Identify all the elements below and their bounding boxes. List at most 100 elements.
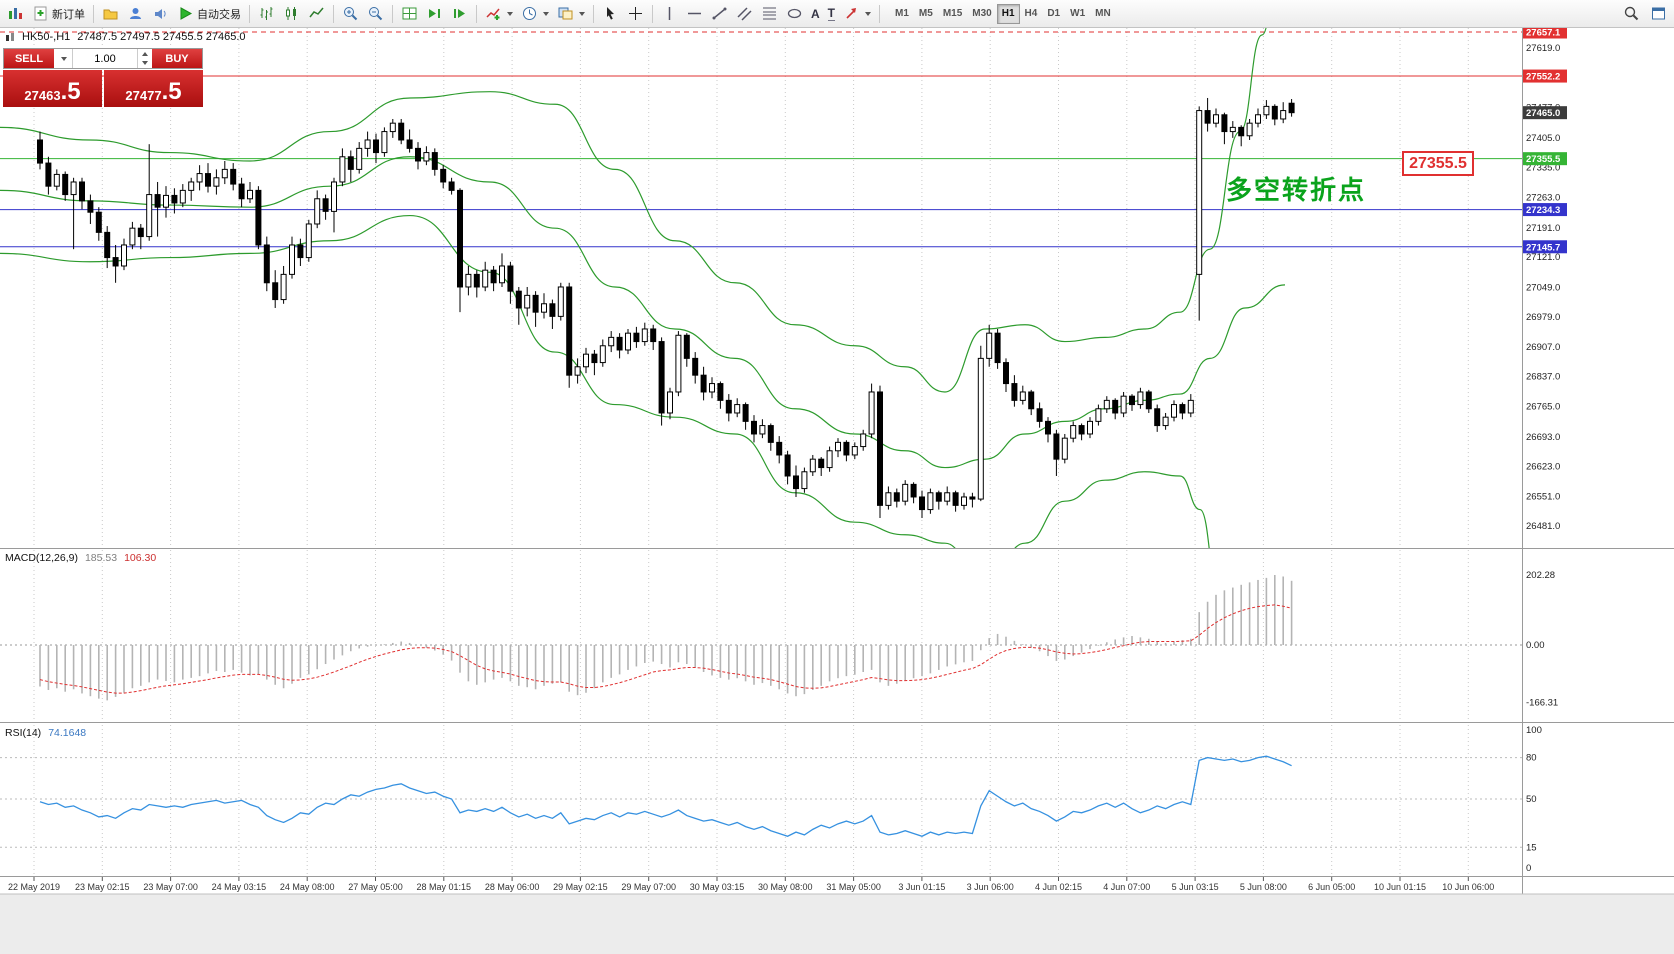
time-axis-label: 30 May 08:00 xyxy=(758,882,813,892)
timeframe-h1[interactable]: H1 xyxy=(996,3,1020,24)
search-button[interactable] xyxy=(1619,3,1644,25)
timeframe-mn[interactable]: MN xyxy=(1090,4,1116,24)
timeframe-m30[interactable]: M30 xyxy=(967,4,996,24)
fibonacci-button[interactable] xyxy=(757,3,782,25)
time-axis-label: 5 Jun 08:00 xyxy=(1240,882,1287,892)
time-axis-label: 31 May 05:00 xyxy=(826,882,881,892)
text-label-button[interactable]: T xyxy=(824,3,839,25)
periods-button[interactable] xyxy=(517,3,553,25)
timeframe-m1[interactable]: M1 xyxy=(890,4,914,24)
zoom-in-icon xyxy=(344,7,358,21)
tile-windows-button[interactable] xyxy=(397,3,422,25)
chart-title: HK50-,H1 27487.5 27497.5 27455.5 27465.0 xyxy=(5,31,246,43)
time-axis-label: 3 Jun 01:15 xyxy=(898,882,945,892)
cursor-icon xyxy=(607,7,614,20)
profiles-button[interactable] xyxy=(123,3,148,25)
price-tag xyxy=(1523,203,1567,217)
channel-button[interactable] xyxy=(732,3,757,25)
folder-icon xyxy=(103,9,118,20)
chevron-down-icon xyxy=(543,11,549,16)
time-axis-label: 10 Jun 06:00 xyxy=(1442,882,1494,892)
chevron-down-icon xyxy=(61,56,67,61)
line-chart-button[interactable] xyxy=(304,3,329,25)
auto-scroll-icon xyxy=(429,9,440,18)
zoom-in-button[interactable] xyxy=(338,3,363,25)
horizontal-line-button[interactable] xyxy=(682,3,707,25)
price-axis-label: 27263.0 xyxy=(1526,193,1560,204)
new-window-button[interactable] xyxy=(1646,3,1671,25)
buy-price[interactable]: 27477.5 xyxy=(104,70,203,107)
indicators-button[interactable] xyxy=(481,3,517,25)
price-axis-label: 27335.0 xyxy=(1526,162,1560,173)
price-tag-text: 27355.5 xyxy=(1526,154,1561,165)
auto-trading-button[interactable]: 自动交易 xyxy=(173,3,245,25)
timeframe-d1[interactable]: D1 xyxy=(1042,4,1065,24)
price-tag xyxy=(1523,28,1567,39)
one-click-trading-panel: SELL BUY 27463.5 27477.5 xyxy=(3,48,203,107)
bar-chart-button[interactable] xyxy=(254,3,279,25)
timeframe-h4[interactable]: H4 xyxy=(1020,4,1043,24)
speaker-icon xyxy=(155,9,166,19)
toolbar-separator xyxy=(476,4,477,23)
timeframe-m5[interactable]: M5 xyxy=(914,4,938,24)
new-order-button[interactable]: 新订单 xyxy=(28,3,89,25)
time-axis-label: 4 Jun 02:15 xyxy=(1035,882,1082,892)
symbol-period-label: HK50-,H1 xyxy=(22,31,71,43)
turning-point-note[interactable]: 多空转折点 xyxy=(1226,175,1367,205)
template-icon xyxy=(558,7,573,20)
app-menu-button[interactable] xyxy=(3,3,28,25)
chart-window: 27619.027477.027405.027335.027263.027191… xyxy=(0,28,1674,954)
channel-icon xyxy=(737,7,752,21)
spinner-up-icon[interactable] xyxy=(138,49,152,59)
rsi-axis-label: 50 xyxy=(1526,794,1537,805)
chart-canvas[interactable]: 27619.027477.027405.027335.027263.027191… xyxy=(0,28,1674,954)
clock-icon xyxy=(523,7,536,20)
time-axis-label: 29 May 07:00 xyxy=(621,882,676,892)
price-annotation-box[interactable]: 27355.5 xyxy=(1402,151,1474,176)
volume-input[interactable] xyxy=(73,49,137,68)
time-axis-label: 5 Jun 03:15 xyxy=(1172,882,1219,892)
buy-price-frac: .5 xyxy=(161,78,182,105)
macd-axis-label: -166.31 xyxy=(1526,698,1558,709)
volume-spinner[interactable] xyxy=(137,49,152,68)
price-tag xyxy=(1523,240,1567,254)
macd-name: MACD(12,26,9) xyxy=(5,552,78,564)
annotation-price-text: 27355.5 xyxy=(1409,154,1467,172)
time-axis-label: 29 May 02:15 xyxy=(553,882,608,892)
volume-dropdown[interactable] xyxy=(54,49,73,68)
arrows-button[interactable] xyxy=(839,3,875,25)
macd-main-value: 185.53 xyxy=(84,552,118,564)
spinner-down-icon[interactable] xyxy=(138,59,152,69)
zoom-out-button[interactable] xyxy=(363,3,388,25)
cursor-button[interactable] xyxy=(598,3,623,25)
crosshair-button[interactable] xyxy=(623,3,648,25)
ellipse-button[interactable] xyxy=(782,3,807,25)
vertical-line-button[interactable] xyxy=(657,3,682,25)
price-axis-label: 27191.0 xyxy=(1526,223,1560,234)
toolbar-right-group xyxy=(1619,3,1671,25)
rsi-axis-label: 15 xyxy=(1526,842,1537,853)
sell-button[interactable]: SELL xyxy=(4,49,54,68)
chart-shift-button[interactable] xyxy=(447,3,472,25)
templates-button[interactable] xyxy=(553,3,589,25)
time-axis-label: 23 May 07:00 xyxy=(143,882,198,892)
trendline-button[interactable] xyxy=(707,3,732,25)
auto-scroll-button[interactable] xyxy=(422,3,447,25)
text-tool-button[interactable]: A xyxy=(807,3,824,25)
timeframe-m15[interactable]: M15 xyxy=(938,4,967,24)
charts-folder-button[interactable] xyxy=(98,3,123,25)
price-axis-label: 26907.0 xyxy=(1526,342,1560,353)
sell-price[interactable]: 27463.5 xyxy=(3,70,102,107)
time-axis-label: 6 Jun 05:00 xyxy=(1308,882,1355,892)
candlestick-chart-button[interactable] xyxy=(279,3,304,25)
rsi-axis-label: 0 xyxy=(1526,863,1531,874)
macd-label: MACD(12,26,9) 185.53 106.30 xyxy=(5,552,156,564)
timeframe-w1[interactable]: W1 xyxy=(1065,4,1090,24)
price-axis-label: 26837.0 xyxy=(1526,371,1560,382)
rsi-axis-label: 80 xyxy=(1526,753,1537,764)
chevron-down-icon xyxy=(865,11,872,16)
buy-button[interactable]: BUY xyxy=(152,49,202,68)
alerts-button[interactable] xyxy=(148,3,173,25)
time-axis-label: 30 May 03:15 xyxy=(690,882,745,892)
horizontal-line-icon xyxy=(688,12,701,15)
